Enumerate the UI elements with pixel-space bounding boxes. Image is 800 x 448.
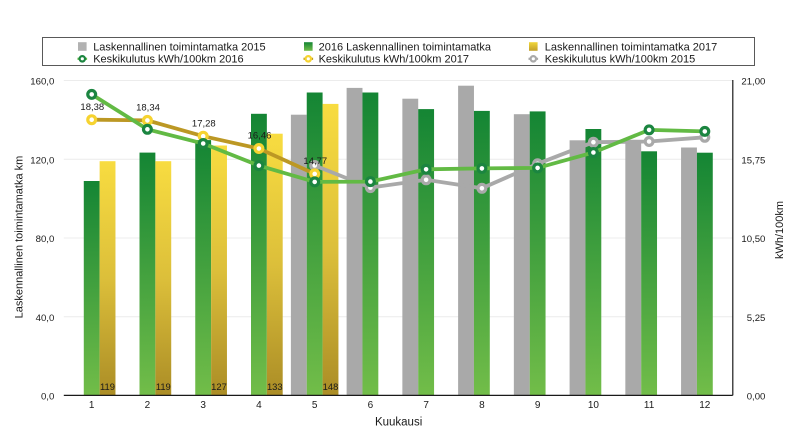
svg-text:Keskikulutus kWh/100km 2017: Keskikulutus kWh/100km 2017 bbox=[319, 54, 469, 66]
svg-text:6: 6 bbox=[368, 400, 374, 411]
svg-text:Keskikulutus kWh/100km 2016: Keskikulutus kWh/100km 2016 bbox=[93, 54, 243, 66]
svg-text:Laskennallinen toimintamatka 2: Laskennallinen toimintamatka 2017 bbox=[545, 41, 717, 53]
svg-text:14,77: 14,77 bbox=[303, 156, 327, 167]
svg-text:119: 119 bbox=[156, 381, 171, 392]
svg-text:10: 10 bbox=[588, 400, 600, 411]
svg-text:4: 4 bbox=[256, 400, 262, 411]
svg-text:127: 127 bbox=[211, 381, 227, 392]
svg-text:16,46: 16,46 bbox=[248, 131, 272, 142]
svg-text:15,75: 15,75 bbox=[741, 155, 765, 166]
svg-text:3: 3 bbox=[200, 400, 206, 411]
svg-text:0,00: 0,00 bbox=[747, 392, 766, 403]
svg-text:160,0: 160,0 bbox=[30, 77, 54, 88]
svg-text:119: 119 bbox=[100, 381, 115, 392]
svg-text:Laskennallinen toimintamatka k: Laskennallinen toimintamatka km bbox=[13, 156, 25, 319]
svg-text:80,0: 80,0 bbox=[36, 234, 55, 245]
svg-text:Keskikulutus kWh/100km 2015: Keskikulutus kWh/100km 2015 bbox=[545, 54, 695, 66]
svg-text:17,28: 17,28 bbox=[192, 118, 216, 129]
svg-text:5: 5 bbox=[312, 400, 318, 411]
svg-text:40,0: 40,0 bbox=[36, 313, 55, 324]
svg-text:kWh/100km: kWh/100km bbox=[774, 201, 786, 259]
svg-text:120,0: 120,0 bbox=[30, 155, 54, 166]
svg-text:0,0: 0,0 bbox=[41, 392, 54, 403]
svg-text:7: 7 bbox=[423, 400, 429, 411]
svg-text:10,50: 10,50 bbox=[741, 234, 765, 245]
svg-text:148: 148 bbox=[323, 381, 339, 392]
svg-text:2016 Laskennallinen toimintama: 2016 Laskennallinen toimintamatka bbox=[319, 41, 492, 53]
svg-text:8: 8 bbox=[479, 400, 485, 411]
svg-text:12: 12 bbox=[699, 400, 711, 411]
svg-text:21,00: 21,00 bbox=[741, 77, 765, 88]
svg-text:Kuukausi: Kuukausi bbox=[375, 416, 422, 428]
svg-text:1: 1 bbox=[89, 400, 95, 411]
svg-text:2: 2 bbox=[145, 400, 151, 411]
svg-text:18,38: 18,38 bbox=[80, 102, 104, 113]
svg-text:Laskennallinen toimintamatka 2: Laskennallinen toimintamatka 2015 bbox=[93, 41, 265, 53]
svg-text:18,34: 18,34 bbox=[136, 103, 160, 114]
svg-text:9: 9 bbox=[535, 400, 541, 411]
svg-text:5,25: 5,25 bbox=[747, 313, 766, 324]
svg-text:11: 11 bbox=[644, 400, 655, 411]
svg-text:133: 133 bbox=[267, 381, 283, 392]
